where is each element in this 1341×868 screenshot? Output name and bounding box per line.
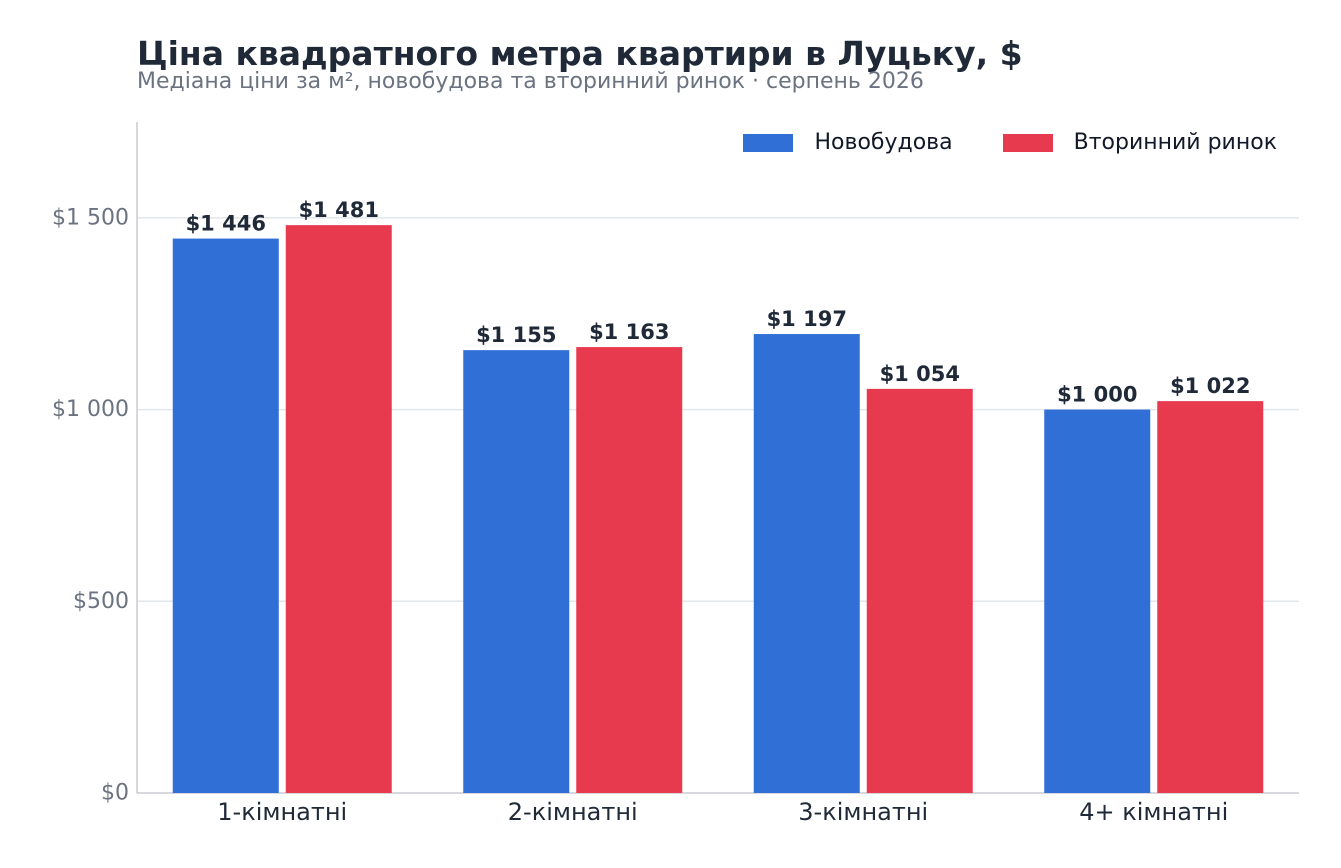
bar-value-label: $1 022 — [1170, 374, 1250, 398]
y-tick-label: $0 — [101, 781, 129, 806]
legend-swatch-new — [743, 133, 794, 152]
x-category-label: 3-кімнатні — [798, 798, 928, 826]
y-tick-label: $1 000 — [52, 397, 129, 422]
bar-secondary — [576, 347, 683, 793]
bar-new — [463, 350, 570, 793]
legend-label-secondary: Вторинний ринок — [1073, 130, 1277, 155]
bar-value-label: $1 155 — [476, 323, 556, 347]
bar-value-label: $1 054 — [880, 362, 960, 386]
bar-value-label: $1 000 — [1057, 383, 1137, 407]
chart-title: Ціна квадратного метра квартири в Луцьку… — [137, 34, 1023, 73]
bar-new — [1044, 409, 1151, 793]
legend-item-new: Новобудова — [743, 130, 953, 155]
bar-secondary — [866, 388, 973, 793]
y-tick-label: $1 500 — [52, 205, 129, 230]
x-category-label: 4+ кімнатні — [1079, 798, 1228, 826]
bar-value-label: $1 481 — [299, 198, 379, 222]
chart-legend: Новобудова Вторинний ринок — [693, 130, 1277, 155]
bar-secondary — [1157, 401, 1264, 793]
legend-item-secondary: Вторинний ринок — [1002, 130, 1277, 155]
bar-secondary — [285, 225, 392, 794]
bar-value-label: $1 163 — [589, 320, 669, 344]
bar-value-label: $1 446 — [186, 212, 266, 236]
x-category-label: 1-кімнатні — [217, 798, 347, 826]
legend-label-new: Новобудова — [814, 130, 953, 155]
legend-swatch-secondary — [1002, 133, 1053, 152]
bar-new — [172, 238, 279, 794]
y-tick-label: $500 — [73, 589, 129, 614]
bar-new — [753, 334, 860, 793]
chart-subtitle: Медіана ціни за м², новобудова та вторин… — [137, 69, 924, 94]
bar-value-label: $1 197 — [767, 307, 847, 331]
x-category-label: 2-кімнатні — [508, 798, 638, 826]
